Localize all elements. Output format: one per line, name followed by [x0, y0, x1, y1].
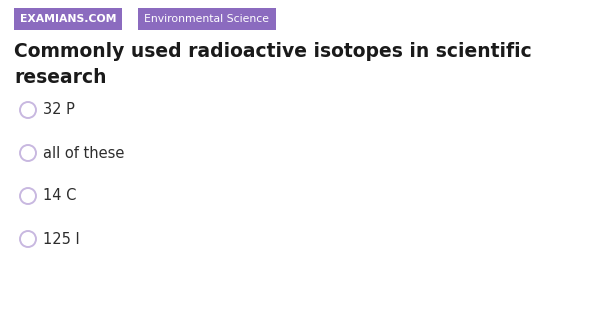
FancyBboxPatch shape: [14, 8, 122, 30]
Text: 32 P: 32 P: [43, 103, 75, 117]
Text: research: research: [14, 68, 107, 87]
Text: Commonly used radioactive isotopes in scientific: Commonly used radioactive isotopes in sc…: [14, 42, 532, 61]
Text: EXAMIANS.COM: EXAMIANS.COM: [20, 14, 116, 24]
FancyBboxPatch shape: [138, 8, 276, 30]
Circle shape: [20, 188, 36, 204]
Text: 14 C: 14 C: [43, 188, 76, 203]
Text: all of these: all of these: [43, 145, 124, 161]
Circle shape: [20, 145, 36, 161]
Circle shape: [20, 231, 36, 247]
Circle shape: [20, 102, 36, 118]
Text: Environmental Science: Environmental Science: [145, 14, 269, 24]
Text: 125 I: 125 I: [43, 232, 80, 246]
